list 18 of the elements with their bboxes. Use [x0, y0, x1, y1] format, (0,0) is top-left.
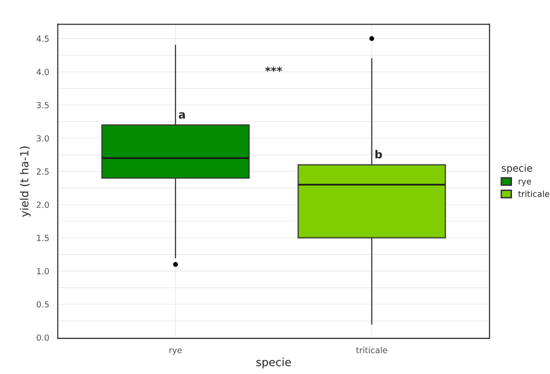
x-axis-title: specie: [256, 358, 291, 368]
y-axis-title: yield (t ha-1): [20, 146, 31, 217]
y-tick-label: 2.0: [36, 202, 49, 208]
y-tick-label: 4.0: [36, 68, 49, 76]
annotation: a: [178, 112, 185, 119]
y-tick-label: 2.5: [36, 168, 49, 175]
legend-title: specie: [502, 164, 532, 174]
y-tick-label: 4.5: [36, 36, 49, 42]
annotation: b: [375, 150, 382, 158]
annotation: ***: [265, 66, 282, 72]
y-tick-label: 0.5: [36, 301, 49, 308]
y-tick-label: 1.0: [37, 268, 49, 274]
y-tick-label: 3.0: [36, 135, 49, 142]
legend-label: triticale: [518, 190, 550, 197]
y-tick-label: 3.5: [36, 102, 49, 108]
y-tick-label: 1.5: [37, 234, 49, 242]
y-tick-label: 0.0: [36, 334, 49, 341]
legend-label: rye: [518, 180, 532, 186]
